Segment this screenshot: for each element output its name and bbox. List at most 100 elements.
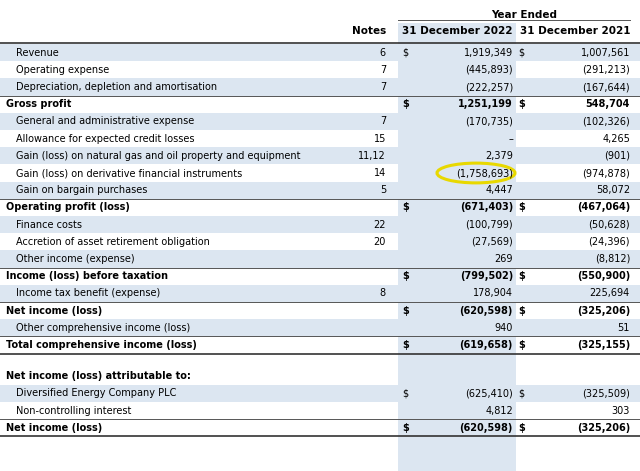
Text: Year Ended: Year Ended [491, 10, 557, 20]
Text: (620,598): (620,598) [460, 423, 513, 433]
Text: 31 December 2022: 31 December 2022 [403, 26, 513, 36]
Text: 58,072: 58,072 [596, 185, 630, 195]
Text: (222,257): (222,257) [465, 82, 513, 92]
Text: (170,735): (170,735) [465, 116, 513, 126]
Text: $: $ [518, 306, 525, 316]
Text: 22: 22 [374, 219, 386, 229]
Text: (167,644): (167,644) [582, 82, 630, 92]
Text: Income (loss) before taxation: Income (loss) before taxation [6, 271, 168, 281]
Text: 303: 303 [612, 406, 630, 415]
Text: (100,799): (100,799) [465, 219, 513, 229]
Text: (625,410): (625,410) [465, 389, 513, 398]
Text: (671,403): (671,403) [460, 203, 513, 212]
Text: 548,704: 548,704 [586, 99, 630, 109]
Text: General and administrative expense: General and administrative expense [16, 116, 195, 126]
Text: (325,206): (325,206) [577, 423, 630, 433]
Text: $: $ [518, 340, 525, 350]
Text: Operating expense: Operating expense [16, 65, 109, 75]
Text: $: $ [402, 271, 409, 281]
Text: (619,658): (619,658) [460, 340, 513, 350]
Text: $: $ [402, 306, 409, 316]
Text: (8,812): (8,812) [595, 254, 630, 264]
Text: $: $ [402, 389, 408, 398]
Text: 178,904: 178,904 [473, 288, 513, 299]
Bar [0, 251, 640, 268]
Text: $: $ [518, 48, 524, 57]
Bar [0, 319, 640, 336]
Text: Net income (loss): Net income (loss) [6, 306, 102, 316]
Text: $: $ [518, 99, 525, 109]
Text: $: $ [518, 423, 525, 433]
Text: 51: 51 [618, 323, 630, 333]
Text: (901): (901) [604, 151, 630, 161]
Text: 4,447: 4,447 [485, 185, 513, 195]
Text: $: $ [518, 203, 525, 212]
Bar [0, 182, 640, 199]
Text: 1,251,199: 1,251,199 [458, 99, 513, 109]
Bar [0, 385, 640, 402]
Text: Net income (loss) attributable to:: Net income (loss) attributable to: [6, 371, 191, 381]
Text: Gross profit: Gross profit [6, 99, 72, 109]
Text: Net income (loss): Net income (loss) [6, 423, 102, 433]
Text: Allowance for expected credit losses: Allowance for expected credit losses [16, 134, 195, 144]
Text: Revenue: Revenue [16, 48, 59, 57]
Bar [0, 44, 640, 61]
Text: 8: 8 [380, 288, 386, 299]
Text: Other income (expense): Other income (expense) [16, 254, 134, 264]
Text: (325,206): (325,206) [577, 306, 630, 316]
Text: (620,598): (620,598) [460, 306, 513, 316]
Text: 7: 7 [380, 65, 386, 75]
Bar [398, 23, 516, 471]
Text: Income tax benefit (expense): Income tax benefit (expense) [16, 288, 160, 299]
Text: (974,878): (974,878) [582, 168, 630, 178]
Bar [0, 285, 640, 302]
Text: $: $ [402, 340, 409, 350]
Text: (799,502): (799,502) [460, 271, 513, 281]
Text: Depreciation, depletion and amortisation: Depreciation, depletion and amortisation [16, 82, 217, 92]
Text: Non-controlling interest: Non-controlling interest [16, 406, 131, 415]
Text: 11,12: 11,12 [358, 151, 386, 161]
Text: 4,812: 4,812 [485, 406, 513, 415]
Text: (50,628): (50,628) [588, 219, 630, 229]
Text: 1,919,349: 1,919,349 [464, 48, 513, 57]
Text: 6: 6 [380, 48, 386, 57]
Text: (325,509): (325,509) [582, 389, 630, 398]
Text: (291,213): (291,213) [582, 65, 630, 75]
Text: $: $ [402, 203, 409, 212]
Text: Other comprehensive income (loss): Other comprehensive income (loss) [16, 323, 190, 333]
Text: $: $ [402, 48, 408, 57]
Text: Notes: Notes [352, 26, 386, 36]
Text: (550,900): (550,900) [577, 271, 630, 281]
Text: (24,396): (24,396) [589, 237, 630, 247]
Text: 31 December 2021: 31 December 2021 [520, 26, 630, 36]
Text: 940: 940 [495, 323, 513, 333]
Text: Gain (loss) on derivative financial instruments: Gain (loss) on derivative financial inst… [16, 168, 243, 178]
Text: $: $ [402, 99, 409, 109]
Text: (27,569): (27,569) [471, 237, 513, 247]
Text: Operating profit (loss): Operating profit (loss) [6, 203, 130, 212]
Text: Finance costs: Finance costs [16, 219, 82, 229]
Text: 1,007,561: 1,007,561 [580, 48, 630, 57]
Text: (467,064): (467,064) [577, 203, 630, 212]
Bar [0, 78, 640, 96]
Text: 225,694: 225,694 [589, 288, 630, 299]
Text: –: – [508, 134, 513, 144]
Bar [0, 216, 640, 233]
Text: 15: 15 [374, 134, 386, 144]
Text: $: $ [402, 423, 409, 433]
Text: 7: 7 [380, 116, 386, 126]
Text: $: $ [518, 271, 525, 281]
Text: (1,758,693): (1,758,693) [456, 168, 513, 178]
Text: 14: 14 [374, 168, 386, 178]
Text: 2,379: 2,379 [485, 151, 513, 161]
Bar [0, 147, 640, 164]
Text: 269: 269 [495, 254, 513, 264]
Text: (325,155): (325,155) [577, 340, 630, 350]
Bar [0, 113, 640, 130]
Text: 4,265: 4,265 [602, 134, 630, 144]
Text: 5: 5 [380, 185, 386, 195]
Text: (102,326): (102,326) [582, 116, 630, 126]
Text: Accretion of asset retirement obligation: Accretion of asset retirement obligation [16, 237, 210, 247]
Text: 20: 20 [374, 237, 386, 247]
Text: (445,893): (445,893) [465, 65, 513, 75]
